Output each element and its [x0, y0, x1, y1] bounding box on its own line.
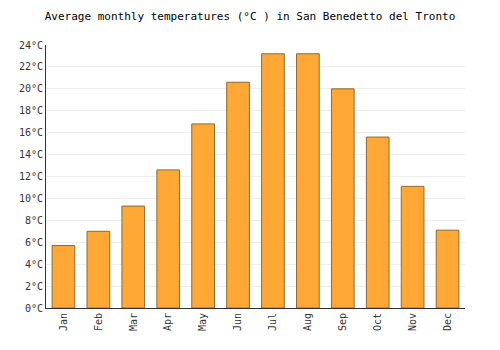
svg-text:22°C: 22°C: [19, 61, 43, 72]
svg-text:10°C: 10°C: [19, 193, 43, 204]
svg-text:8°C: 8°C: [25, 215, 43, 226]
svg-text:20°C: 20°C: [19, 83, 43, 94]
svg-text:18°C: 18°C: [19, 105, 43, 116]
svg-text:Feb: Feb: [93, 313, 104, 331]
svg-text:May: May: [197, 313, 208, 331]
svg-text:6°C: 6°C: [25, 237, 43, 248]
svg-text:Sep: Sep: [337, 313, 348, 331]
svg-text:Jul: Jul: [267, 313, 278, 331]
svg-text:Nov: Nov: [407, 313, 418, 331]
svg-text:Average monthly temperatures (: Average monthly temperatures (°C ) in Sa…: [45, 10, 456, 23]
svg-text:Mar: Mar: [128, 313, 139, 331]
svg-text:24°C: 24°C: [19, 40, 43, 51]
svg-text:Dec: Dec: [442, 313, 453, 331]
svg-text:Oct: Oct: [372, 313, 383, 331]
svg-text:2°C: 2°C: [25, 281, 43, 292]
svg-text:Jun: Jun: [232, 313, 243, 331]
svg-text:Aug: Aug: [302, 313, 313, 331]
svg-text:4°C: 4°C: [25, 259, 43, 270]
svg-text:16°C: 16°C: [19, 127, 43, 138]
svg-text:14°C: 14°C: [19, 149, 43, 160]
svg-text:Jan: Jan: [58, 313, 69, 331]
svg-text:Apr: Apr: [162, 313, 173, 331]
svg-text:12°C: 12°C: [19, 171, 43, 182]
svg-text:0°C: 0°C: [25, 303, 43, 314]
